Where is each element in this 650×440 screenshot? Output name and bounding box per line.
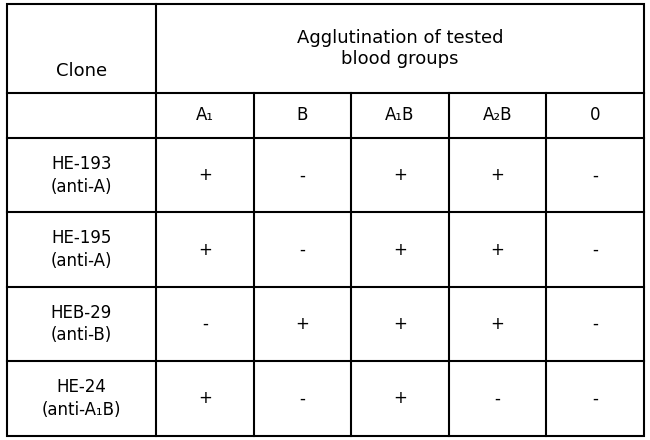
Text: +: +: [393, 389, 407, 407]
Text: HE-24
(anti-A₁B): HE-24 (anti-A₁B): [42, 378, 121, 419]
Text: +: +: [393, 315, 407, 333]
Text: +: +: [490, 315, 504, 333]
Text: HEB-29
(anti-B): HEB-29 (anti-B): [51, 304, 112, 345]
Text: +: +: [490, 166, 504, 184]
Text: +: +: [490, 241, 504, 259]
Text: Clone: Clone: [56, 62, 107, 80]
Text: +: +: [393, 241, 407, 259]
Text: -: -: [592, 166, 598, 184]
Text: +: +: [296, 315, 309, 333]
Text: -: -: [592, 241, 598, 259]
Text: HE-193
(anti-A): HE-193 (anti-A): [51, 155, 112, 196]
Text: HE-195
(anti-A): HE-195 (anti-A): [51, 229, 112, 270]
Text: A₁B: A₁B: [385, 106, 415, 125]
Text: 0: 0: [590, 106, 600, 125]
Text: A₂B: A₂B: [482, 106, 512, 125]
Text: -: -: [592, 315, 598, 333]
Text: +: +: [393, 166, 407, 184]
Text: +: +: [198, 389, 212, 407]
Text: -: -: [495, 389, 501, 407]
Text: -: -: [592, 389, 598, 407]
Text: -: -: [202, 315, 208, 333]
Text: +: +: [198, 241, 212, 259]
Text: -: -: [300, 166, 306, 184]
Text: +: +: [198, 166, 212, 184]
Text: A₁: A₁: [196, 106, 214, 125]
Text: B: B: [296, 106, 308, 125]
Text: Agglutination of tested
blood groups: Agglutination of tested blood groups: [296, 29, 503, 68]
Text: -: -: [300, 241, 306, 259]
Text: -: -: [300, 389, 306, 407]
